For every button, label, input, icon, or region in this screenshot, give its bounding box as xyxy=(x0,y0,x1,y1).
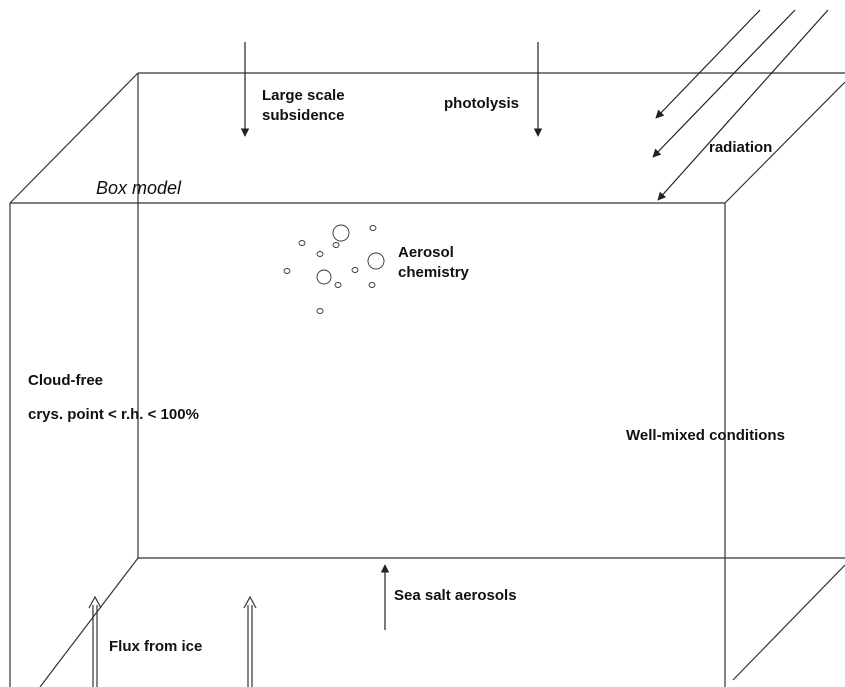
subsidence-label: Large scale xyxy=(262,87,345,104)
aerosol-label: chemistry xyxy=(398,264,470,281)
cloud-free-label: Cloud-free xyxy=(28,372,103,389)
box xyxy=(9,72,845,687)
aerosol-label: Aerosol xyxy=(398,244,454,261)
flux-label: Flux from ice xyxy=(109,638,202,655)
sea-salt-label: Sea salt aerosols xyxy=(394,587,517,604)
subsidence-label: subsidence xyxy=(262,107,345,124)
arrows xyxy=(88,9,829,687)
mixing-label: Well-mixed conditions xyxy=(626,427,785,444)
radiation-label: radiation xyxy=(709,139,772,156)
humidity-label: crys. point < r.h. < 100% xyxy=(28,406,199,423)
box-label: Box model xyxy=(96,178,182,198)
aerosols xyxy=(283,224,385,314)
photolysis-label: photolysis xyxy=(444,95,519,112)
